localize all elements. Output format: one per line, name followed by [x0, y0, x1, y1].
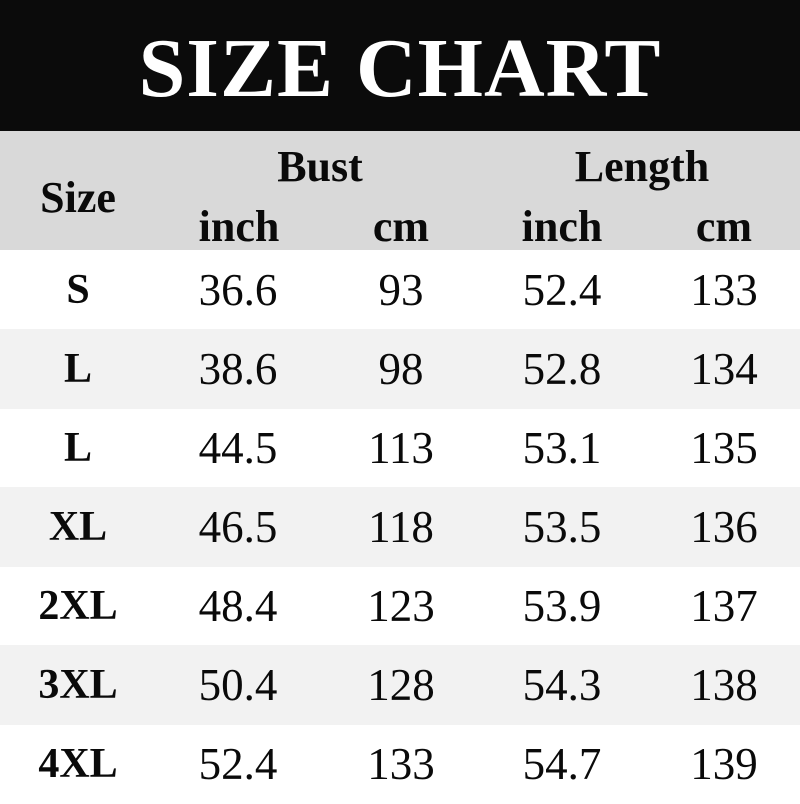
- cell-bust-inch: 44.5: [198, 423, 278, 473]
- table-header: Size Bust Length inch cm inch cm: [0, 131, 800, 250]
- chart-title: SIZE CHART: [138, 21, 662, 115]
- cell-bust-inch: 52.4: [198, 739, 278, 789]
- cell-bust-cm: 98: [378, 344, 424, 394]
- cell-size: S: [66, 267, 90, 313]
- header-length-cm: cm: [695, 202, 753, 251]
- cell-length-cm: 135: [690, 423, 758, 473]
- cell-bust-cm: 118: [368, 502, 434, 552]
- cell-bust-inch: 48.4: [198, 581, 278, 631]
- title-banner: SIZE CHART: [0, 0, 800, 131]
- cell-length-inch: 54.7: [522, 739, 602, 789]
- header-bust-inch: inch: [198, 202, 280, 251]
- cell-size: 4XL: [38, 741, 118, 787]
- header-length: Length: [574, 142, 710, 191]
- cell-bust-cm: 128: [367, 660, 435, 710]
- cell-length-cm: 137: [690, 581, 758, 631]
- cell-bust-cm: 133: [367, 739, 435, 789]
- cell-size: L: [63, 425, 93, 471]
- header-size: Size: [40, 173, 116, 222]
- cell-size: 2XL: [38, 583, 118, 629]
- cell-size: L: [63, 346, 93, 392]
- table-row: 3XL 50.4 128 54.3 138: [0, 645, 800, 725]
- table-row: L 38.6 98 52.8 134: [0, 329, 800, 409]
- cell-bust-inch: 38.6: [198, 344, 278, 394]
- cell-length-cm: 134: [690, 344, 758, 394]
- cell-length-inch: 52.8: [522, 344, 602, 394]
- header-length-inch: inch: [521, 202, 603, 251]
- cell-bust-cm: 113: [368, 423, 434, 473]
- cell-length-inch: 53.9: [522, 581, 602, 631]
- cell-length-inch: 54.3: [522, 660, 602, 710]
- cell-bust-cm: 123: [367, 581, 435, 631]
- cell-size: XL: [48, 504, 108, 550]
- cell-bust-inch: 36.6: [198, 265, 278, 315]
- cell-length-inch: 53.1: [522, 423, 602, 473]
- cell-length-cm: 133: [690, 265, 758, 315]
- cell-bust-inch: 46.5: [198, 502, 278, 552]
- cell-length-cm: 139: [690, 739, 758, 789]
- cell-length-cm: 138: [690, 660, 758, 710]
- table-row: 4XL 52.4 133 54.7 139: [0, 724, 800, 804]
- cell-length-cm: 136: [690, 502, 758, 552]
- cell-bust-cm: 93: [378, 265, 424, 315]
- cell-bust-inch: 50.4: [198, 660, 278, 710]
- cell-length-inch: 53.5: [522, 502, 602, 552]
- cell-size: 3XL: [38, 662, 118, 708]
- table-row: L 44.5 113 53.1 135: [0, 408, 800, 488]
- table-row: S 36.6 93 52.4 133: [0, 250, 800, 330]
- table-row: 2XL 48.4 123 53.9 137: [0, 566, 800, 646]
- header-bust-cm: cm: [372, 202, 430, 251]
- cell-length-inch: 52.4: [522, 265, 602, 315]
- header-bust: Bust: [277, 142, 363, 191]
- table-row: XL 46.5 118 53.5 136: [0, 487, 800, 567]
